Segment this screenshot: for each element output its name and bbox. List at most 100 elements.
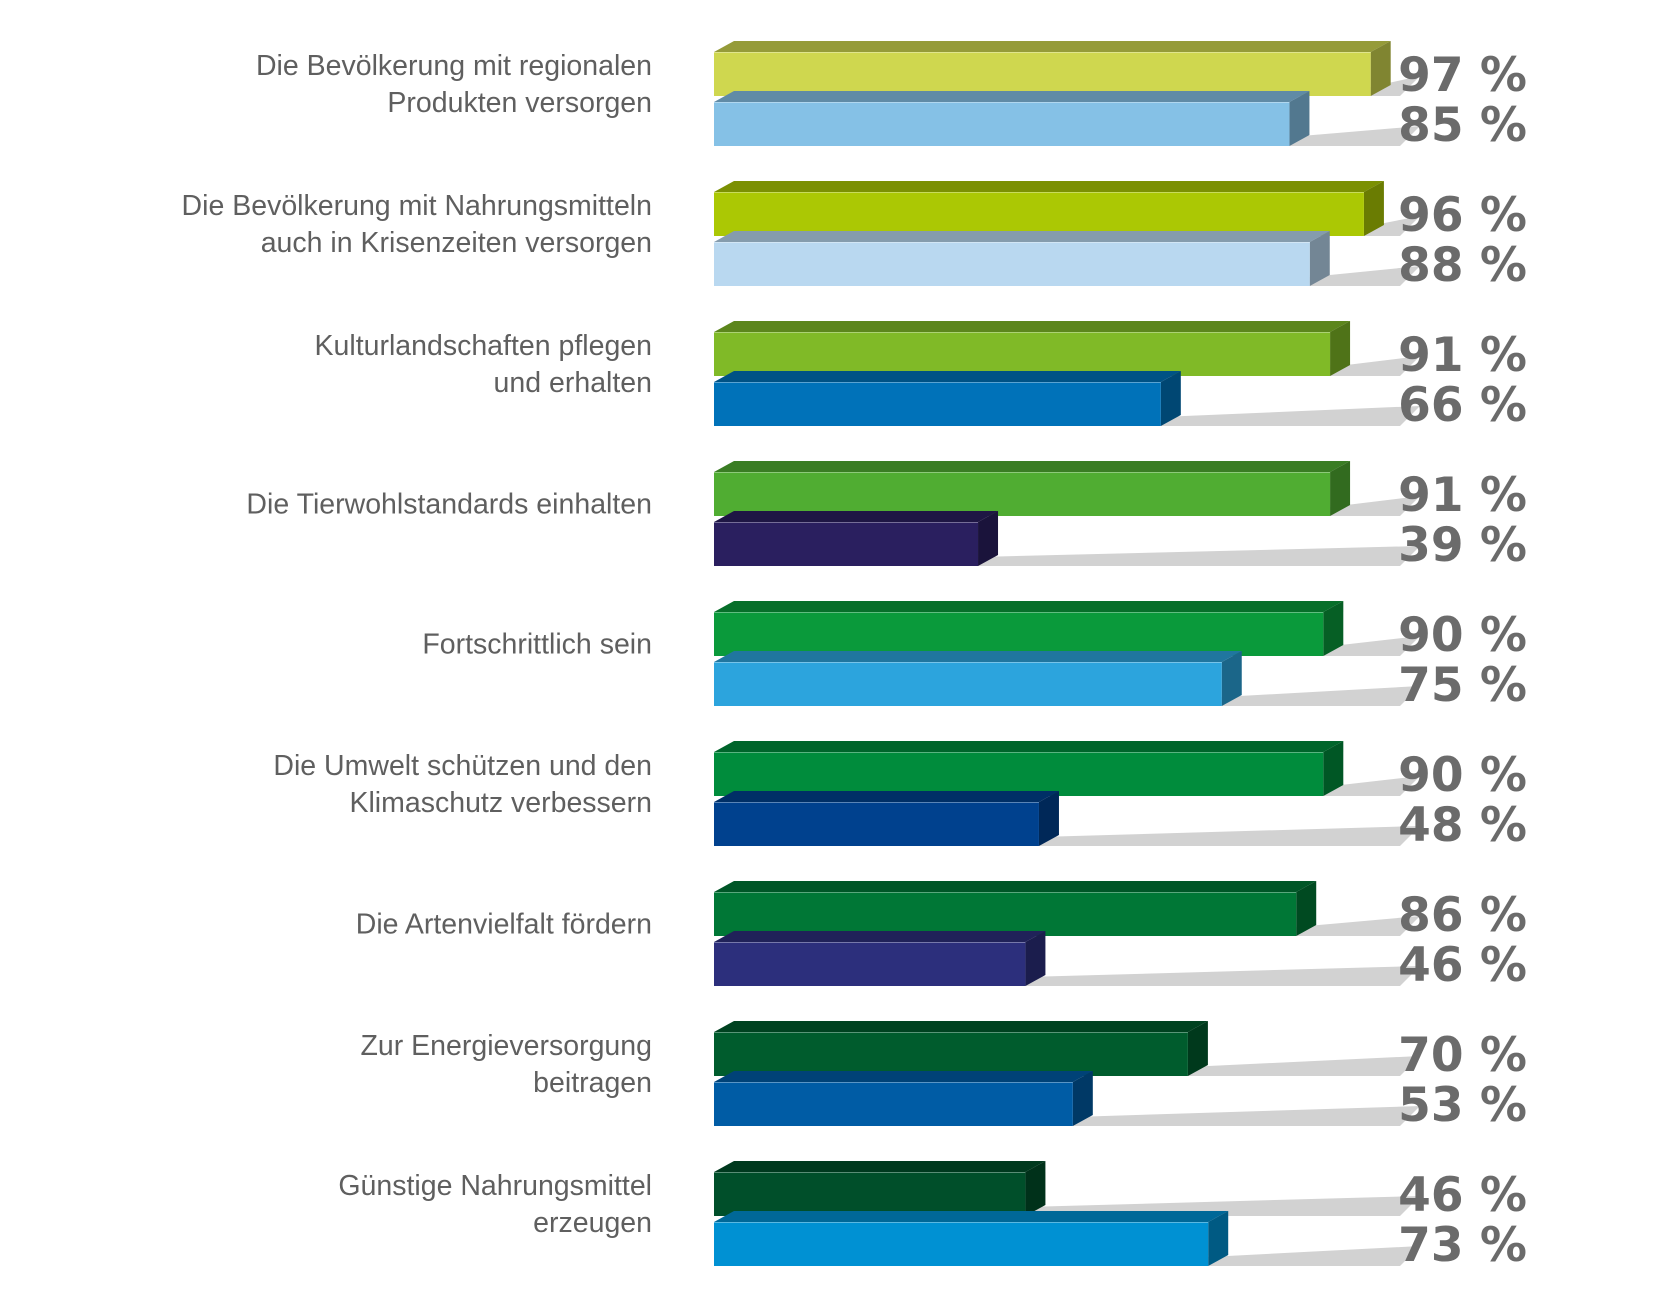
bar-side <box>1025 931 1046 986</box>
category-label: Die Artenvielfalt fördern <box>32 907 652 944</box>
bar-top <box>714 741 1344 752</box>
value-label: 91 % <box>1398 328 1527 383</box>
bar-side <box>1330 321 1351 376</box>
bar <box>714 472 1331 516</box>
category-label: Zur Energieversorgung beitragen <box>32 1028 653 1102</box>
bar-top <box>714 91 1310 102</box>
bar-side <box>1370 41 1391 96</box>
category-label: Günstige Nahrungsmittel erzeugen <box>32 1168 652 1242</box>
floor-track <box>1323 636 1420 656</box>
floor-track <box>1309 266 1420 286</box>
category-label: Kulturlandschaften pflegen und erhalten <box>32 328 653 402</box>
category-label-line: auch in Krisenzeiten versorgen <box>260 227 652 259</box>
value-label: 85 % <box>1398 98 1527 153</box>
floor-track <box>1208 1246 1420 1266</box>
category-label-line: Klimaschutz verbessern <box>349 787 652 819</box>
floor-track <box>1221 686 1420 706</box>
bar <box>714 612 1324 656</box>
bar <box>714 662 1222 706</box>
bar-top <box>714 1211 1229 1222</box>
bar <box>714 1222 1209 1266</box>
category-label-line: Fortschrittlich sein <box>422 628 652 661</box>
bar-side <box>1330 461 1351 516</box>
floor-track <box>1363 216 1420 236</box>
bar <box>714 382 1161 426</box>
floor-track <box>1289 126 1420 146</box>
bar <box>714 242 1310 286</box>
bar-top <box>714 881 1317 892</box>
bar-top <box>714 931 1046 942</box>
bar-side <box>1309 231 1330 286</box>
bar <box>714 102 1290 146</box>
floor-track <box>1072 1106 1420 1126</box>
value-label: 86 % <box>1398 888 1527 943</box>
bar-side <box>1363 181 1384 236</box>
bar-top <box>714 1071 1093 1082</box>
bar-side <box>1289 91 1310 146</box>
category-label: Die Umwelt schützen und den Klimaschutz v… <box>32 748 652 822</box>
bar-top <box>714 41 1391 52</box>
floor-track <box>1025 966 1420 986</box>
bar-top <box>714 791 1059 802</box>
category-label-line: Die Bevölkerung mit Nahrungsmitteln <box>181 190 652 222</box>
bar-top <box>714 321 1351 332</box>
bar-side <box>1072 1071 1093 1126</box>
bar-top <box>714 651 1242 662</box>
value-label: 96 % <box>1398 188 1527 243</box>
category-label: Fortschrittlich sein <box>32 627 652 664</box>
value-label: 90 % <box>1398 608 1527 663</box>
floor-track <box>1038 826 1420 846</box>
category-label: Die Tierwohlstandards einhalten <box>32 487 652 524</box>
floor-track <box>1330 496 1420 516</box>
bar <box>714 52 1371 96</box>
category-label-line: erzeugen <box>533 1207 652 1239</box>
category-label: Die Bevölkerung mit Nahrungsmitteln auch … <box>32 188 652 262</box>
category-label-line: Die Bevölkerung mit regionalen <box>255 50 652 82</box>
value-label: 75 % <box>1398 658 1527 713</box>
bar <box>714 522 979 566</box>
value-label: 53 % <box>1398 1078 1527 1133</box>
floor-track <box>1187 1056 1420 1076</box>
floor-track <box>1160 406 1420 426</box>
category-label-line: Kulturlandschaften pflegen <box>314 330 653 362</box>
value-label: 91 % <box>1398 468 1527 523</box>
bar-side <box>1160 371 1181 426</box>
bar-top <box>714 601 1344 612</box>
value-label: 48 % <box>1398 798 1527 853</box>
bar-top <box>714 231 1330 242</box>
value-label: 97 % <box>1398 48 1527 103</box>
bar-side <box>978 511 999 566</box>
bar-top <box>714 1161 1046 1172</box>
value-label: 73 % <box>1398 1218 1527 1273</box>
floor-track <box>1323 776 1420 796</box>
bar-side <box>1025 1161 1046 1216</box>
bar <box>714 1172 1026 1216</box>
category-label: Die Bevölkerung mit regionalen Produkten … <box>32 48 652 122</box>
category-label-line: und erhalten <box>493 367 652 399</box>
bar <box>714 752 1324 796</box>
bar-side <box>1323 601 1344 656</box>
bar-side <box>1221 651 1242 706</box>
value-label: 70 % <box>1398 1028 1527 1083</box>
bar <box>714 892 1297 936</box>
category-label-line: beitragen <box>533 1067 652 1099</box>
bar <box>714 332 1331 376</box>
bar <box>714 192 1364 236</box>
category-label-line: Günstige Nahrungsmittel <box>338 1170 652 1202</box>
bar-side <box>1038 791 1059 846</box>
category-label-line: Zur Energieversorgung <box>360 1030 653 1062</box>
value-label: 66 % <box>1398 378 1527 433</box>
category-label-line: Produkten versorgen <box>387 87 652 119</box>
value-label: 46 % <box>1398 938 1527 993</box>
bar-side <box>1187 1021 1208 1076</box>
bar-side <box>1208 1211 1229 1266</box>
bar <box>714 1082 1073 1126</box>
value-label: 88 % <box>1398 238 1527 293</box>
bar-top <box>714 181 1384 192</box>
bar <box>714 1032 1188 1076</box>
bar-top <box>714 371 1181 382</box>
bar-top <box>714 461 1351 472</box>
category-label-line: Die Artenvielfalt fördern <box>355 908 652 941</box>
category-label-line: Die Umwelt schützen und den <box>273 750 652 782</box>
